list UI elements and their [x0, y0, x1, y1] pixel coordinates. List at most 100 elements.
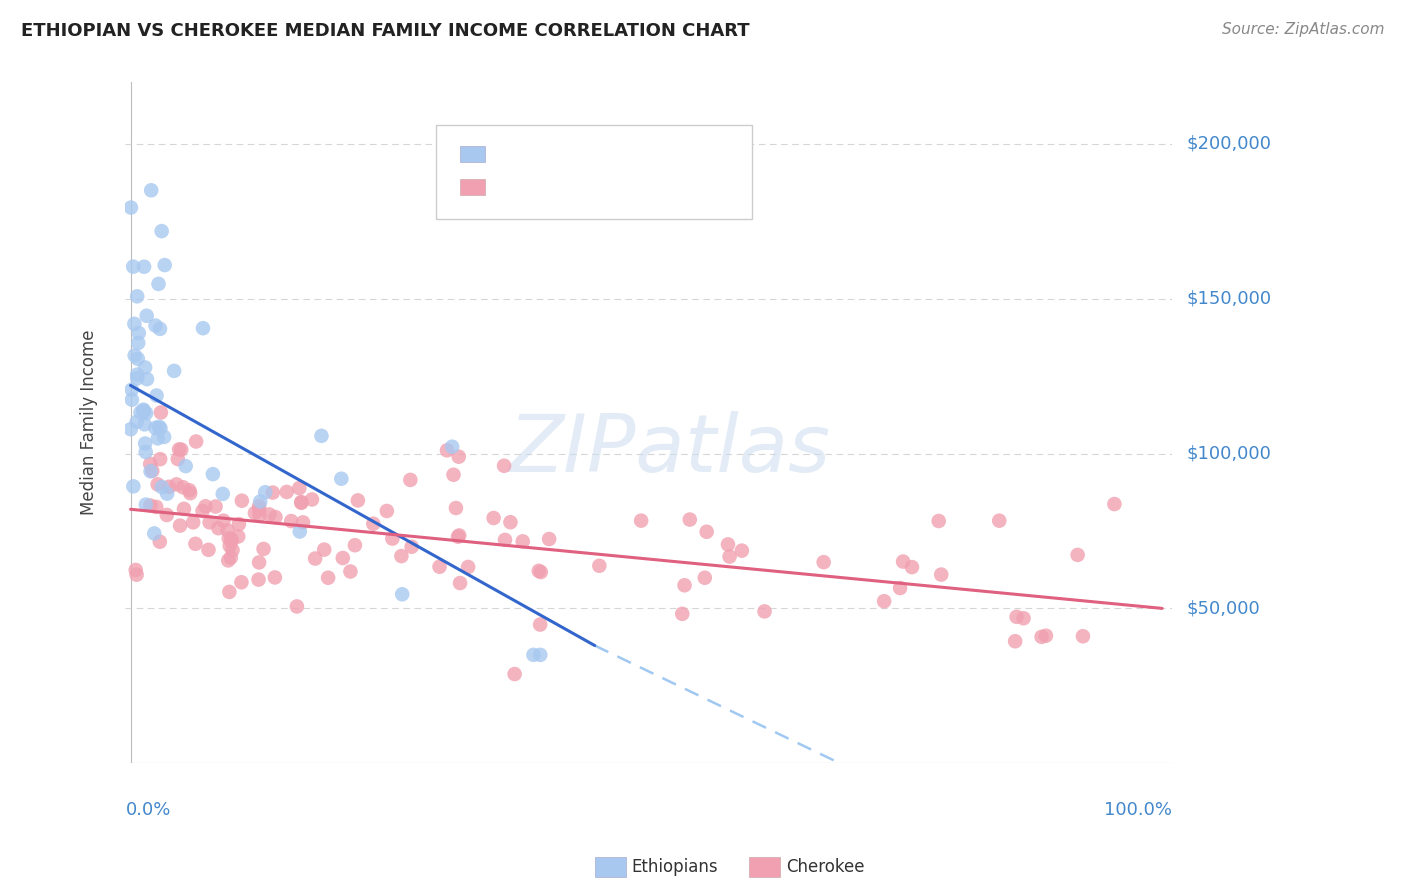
Point — [1035, 629, 1057, 643]
Point — [673, 578, 696, 592]
Point — [522, 648, 544, 662]
Point — [671, 607, 693, 621]
Point — [132, 405, 155, 419]
Text: R =: R = — [496, 145, 533, 163]
Point — [135, 309, 157, 323]
Point — [153, 430, 176, 444]
Point — [135, 406, 157, 420]
Point — [512, 534, 534, 549]
Point — [181, 516, 204, 530]
Point — [150, 224, 173, 238]
Point — [148, 419, 170, 434]
Point — [226, 529, 249, 543]
Point — [988, 514, 1011, 528]
Point — [285, 599, 308, 614]
Point — [249, 494, 271, 508]
Point — [1004, 634, 1026, 648]
Point — [330, 472, 353, 486]
Point — [399, 473, 422, 487]
Point — [139, 457, 162, 471]
Point — [146, 431, 169, 445]
Point — [449, 528, 471, 542]
Point — [134, 417, 156, 432]
Text: N =: N = — [602, 145, 638, 163]
Point — [813, 555, 835, 569]
Point — [391, 587, 413, 601]
Point — [125, 567, 148, 582]
Point — [132, 260, 155, 274]
Point — [243, 506, 266, 520]
Point — [717, 537, 740, 551]
Point — [314, 542, 336, 557]
Point — [249, 508, 271, 522]
Point — [891, 555, 914, 569]
Point — [198, 516, 221, 530]
Point — [529, 648, 551, 662]
Point — [343, 538, 366, 552]
Text: $100,000: $100,000 — [1187, 444, 1271, 463]
Point — [696, 524, 718, 539]
Point — [218, 532, 240, 546]
Point — [201, 467, 224, 482]
Point — [194, 500, 217, 514]
Point — [754, 604, 776, 618]
Point — [121, 392, 143, 407]
Point — [146, 477, 169, 491]
Point — [381, 532, 404, 546]
Point — [121, 383, 143, 397]
Point — [135, 445, 157, 459]
Point — [482, 511, 505, 525]
Point — [928, 514, 950, 528]
Point — [530, 565, 553, 579]
Point — [125, 563, 148, 577]
Point — [120, 422, 142, 436]
Point — [259, 508, 281, 522]
Point — [1031, 630, 1053, 644]
Point — [149, 534, 172, 549]
Point — [128, 326, 150, 340]
Point — [207, 521, 229, 535]
Point — [252, 541, 274, 556]
Point — [304, 551, 326, 566]
Point — [1012, 611, 1035, 625]
Point — [375, 504, 398, 518]
Point — [143, 526, 166, 541]
Text: 122: 122 — [640, 178, 675, 196]
Point — [280, 514, 302, 528]
Point — [136, 372, 159, 386]
Point — [247, 556, 270, 570]
Point — [172, 480, 194, 494]
Point — [290, 495, 312, 509]
Point — [127, 335, 149, 350]
Point — [179, 483, 201, 498]
Text: N =: N = — [602, 178, 638, 196]
Point — [441, 440, 464, 454]
Point — [527, 564, 550, 578]
Point — [156, 486, 179, 500]
Point — [148, 277, 170, 291]
Point — [219, 550, 242, 565]
Point — [290, 496, 312, 510]
Point — [538, 532, 561, 546]
Point — [444, 501, 467, 516]
Text: Source: ZipAtlas.com: Source: ZipAtlas.com — [1222, 22, 1385, 37]
Point — [204, 500, 226, 514]
Point — [191, 504, 214, 518]
Point — [150, 480, 173, 494]
Point — [247, 502, 270, 516]
Point — [173, 501, 195, 516]
Point — [494, 533, 516, 547]
Point — [127, 368, 149, 382]
Point — [276, 485, 298, 500]
Text: ZIPatlas: ZIPatlas — [509, 411, 831, 489]
Point — [218, 539, 240, 553]
Text: Ethiopians: Ethiopians — [631, 858, 718, 876]
Point — [125, 415, 148, 429]
Point — [174, 459, 197, 474]
Point — [693, 571, 716, 585]
Text: $200,000: $200,000 — [1187, 135, 1271, 153]
Point — [231, 493, 253, 508]
Point — [149, 421, 172, 435]
Text: $50,000: $50,000 — [1187, 599, 1260, 617]
Point — [124, 348, 146, 362]
